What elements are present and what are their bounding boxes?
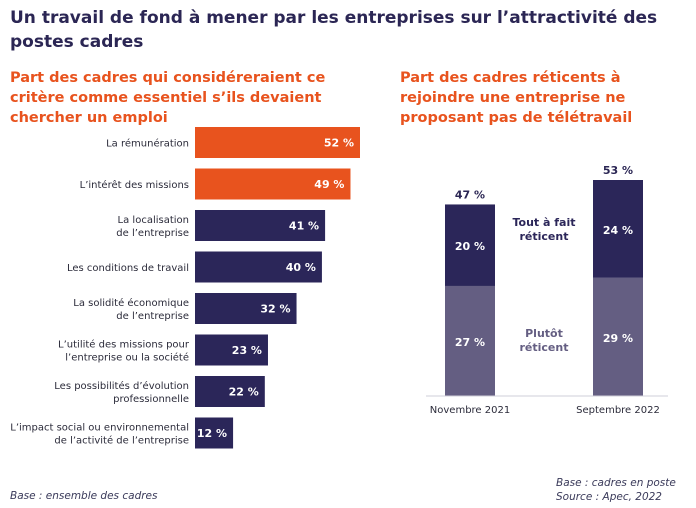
criteria-category-label: La rémunération <box>106 138 189 150</box>
telework-category-label: Septembre 2022 <box>576 405 660 416</box>
left-chart-title: Part des cadres qui considéreraient ce c… <box>10 70 326 126</box>
telework-series-label: Plutôt réticent <box>520 327 569 354</box>
telework-series-label-line: Tout à fait <box>512 216 575 229</box>
criteria-category-line: Les conditions de travail <box>67 263 189 274</box>
telework-total-label: 53 % <box>603 164 633 177</box>
telework-total-label: 47 % <box>455 188 485 201</box>
criteria-category-label: L’utilité des missions pour l’entreprise … <box>58 339 190 364</box>
criteria-bar <box>195 293 297 324</box>
right-chart-title: Part des cadres réticents à rejoindre un… <box>400 70 633 126</box>
criteria-value-label: 32 % <box>260 303 290 316</box>
criteria-bar <box>195 127 360 158</box>
criteria-category-label: Les conditions de travail <box>67 263 189 274</box>
right-base-note: Base : cadres en poste <box>556 477 676 489</box>
telework-segment <box>593 180 643 278</box>
telework-series-label-line: Plutôt <box>525 327 563 340</box>
telework-category-label: Novembre 2021 <box>430 405 510 416</box>
telework-segment-value: 20 % <box>455 240 485 253</box>
criteria-category-line: de l’activité de l’entreprise <box>54 435 189 447</box>
criteria-value-label: 40 % <box>286 261 316 274</box>
criteria-category-line: professionnelle <box>113 394 189 405</box>
telework-series-label: Tout à fait réticent <box>512 216 575 243</box>
criteria-bar <box>195 168 351 200</box>
telework-segment-value: 24 % <box>603 224 633 237</box>
criteria-category-line: de l’entreprise <box>116 228 189 239</box>
criteria-bar <box>195 334 268 366</box>
criteria-bar <box>195 210 326 241</box>
criteria-value-label: 23 % <box>232 344 262 357</box>
page-title: Un travail de fond à mener par les entre… <box>10 8 658 52</box>
criteria-value-label: 22 % <box>229 386 259 399</box>
telework-series-label-line: réticent <box>520 230 569 243</box>
left-base-note: Base : ensemble des cadres <box>10 490 158 502</box>
telework-segment-value: 29 % <box>603 332 633 345</box>
criteria-category-label: L’intérêt des missions <box>80 179 189 191</box>
criteria-category-line: La localisation <box>118 215 189 226</box>
criteria-value-label: 52 % <box>324 137 354 150</box>
criteria-category-line: l’entreprise ou la société <box>65 352 189 364</box>
criteria-bar <box>195 251 322 283</box>
telework-segment-value: 27 % <box>455 336 485 349</box>
telework-series-label-line: réticent <box>520 341 569 354</box>
criteria-category-line: La solidité économique <box>73 297 189 309</box>
criteria-category-label: La solidité économique de l’entreprise <box>73 297 189 322</box>
right-source-note: Source : Apec, 2022 <box>556 491 662 503</box>
criteria-category-label: L’impact social ou environnemental de l’a… <box>10 423 189 447</box>
telework-segment <box>445 285 495 396</box>
telework-segment <box>445 204 495 286</box>
criteria-category-line: La rémunération <box>106 138 189 150</box>
criteria-bar <box>195 376 265 407</box>
criteria-category-line: L’intérêt des missions <box>80 179 189 191</box>
criteria-bar <box>195 417 234 449</box>
criteria-value-label: 41 % <box>289 220 319 233</box>
criteria-value-label: 12 % <box>197 427 227 440</box>
criteria-value-label: 49 % <box>314 178 344 191</box>
criteria-category-line: de l’entreprise <box>116 311 189 322</box>
criteria-category-label: La localisation de l’entreprise <box>116 215 189 239</box>
criteria-category-line: Les possibilités d’évolution <box>54 380 189 392</box>
criteria-category-line: L’utilité des missions pour <box>58 339 190 351</box>
criteria-category-label: Les possibilités d’évolution professionne… <box>54 380 189 405</box>
criteria-category-line: L’impact social ou environnemental <box>10 423 189 434</box>
telework-segment <box>593 277 643 396</box>
